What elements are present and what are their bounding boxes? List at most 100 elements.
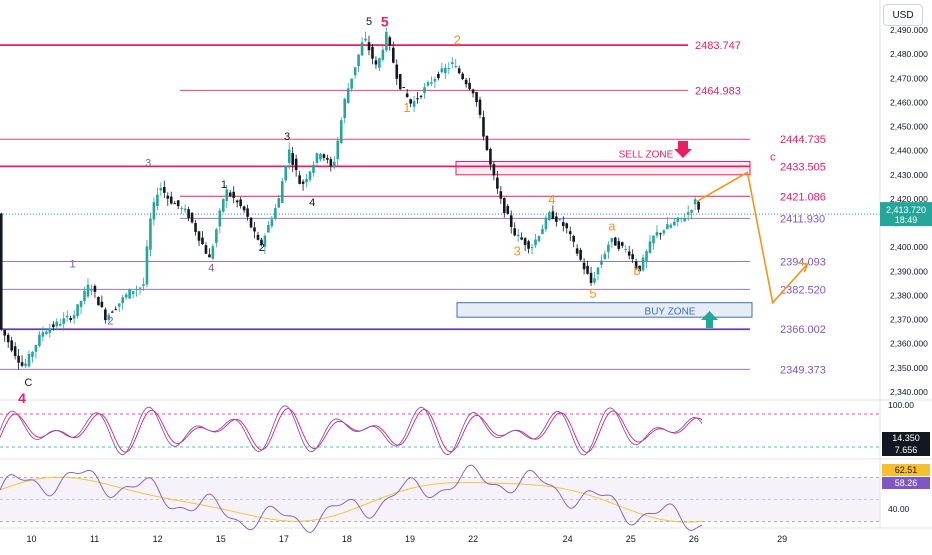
current-price-value: 2,413.720 [886,205,926,215]
time-tick-label: 24 [563,534,573,544]
candle-body [211,246,215,259]
candle-body [527,241,530,249]
candle-body [676,217,680,222]
candle-body [440,68,444,73]
wave-label: b [633,263,640,278]
candle-body [315,153,319,163]
candle-body [228,192,232,196]
candle-body [672,221,676,226]
candle-body [235,200,239,203]
candle-body [187,209,190,219]
candle-body [693,199,697,205]
candle-body [579,249,582,260]
rsi-axis-label: 40.00 [888,504,910,514]
candle-body [319,153,322,160]
candle-body [582,262,586,270]
candle-body [395,64,399,79]
candle-body [617,241,621,249]
candle-body [454,66,458,68]
time-tick-label: 11 [90,534,99,544]
candle-body [589,272,593,284]
candle-body [263,235,267,247]
stochastic-pane[interactable]: 100.00 14.350 7.656 [0,400,930,456]
candle-body [457,68,461,74]
candle-body [468,82,471,90]
price-tick-label: 2,470.000 [890,73,928,83]
candle-body [339,120,343,143]
stoch-value-tag [882,444,930,456]
currency-badge[interactable]: USD [883,4,923,26]
candle-body [159,187,163,191]
candle-body [503,197,506,214]
price-tick-label: 2,430.000 [890,170,928,180]
candle-body [65,315,69,318]
candle-body [83,291,86,301]
candle-body [204,245,208,254]
candle-body [267,225,270,233]
candle-body [301,181,305,184]
rsi-value: 58.26 [895,478,918,488]
price-tick-label: 2,440.000 [890,146,928,156]
candle-body [249,217,253,228]
candle-body [3,329,7,336]
candle-body [357,54,360,67]
candle-body [513,228,517,236]
candle-body [107,314,111,321]
candle-body [284,165,288,181]
time-axis[interactable]: 10 11 12 15 17 18 19 22 24 25 26 29 [27,534,788,544]
wave-label: 5 [589,286,596,301]
wave-label: 3 [514,244,521,259]
wave-label: a [608,218,616,233]
price-pane[interactable]: 2483.747 2464.983 2444.735 2433.505 2421.086… [0,13,932,529]
time-tick-label: 18 [342,534,352,544]
rsi-pane[interactable]: 62.51 58.26 40.00 [0,464,930,533]
candle-body [378,58,381,68]
price-tick-label: 2,380.000 [890,290,928,300]
candle-body [475,92,478,103]
rsi-line [0,464,703,533]
level-label: 2394.093 [780,256,826,268]
candle-body [391,47,395,63]
candle-body [79,301,83,307]
time-tick-label: 10 [27,534,37,544]
candle-body [163,187,166,193]
candle-body [350,78,353,89]
time-tick-label: 26 [689,534,699,544]
candle-body [242,206,246,211]
wave-label: 5 [381,13,389,29]
level-label: 2421.086 [780,191,826,203]
candle-body [291,153,294,165]
price-axis[interactable]: 2,490.000 2,480.000 2,470.000 2,460.000 2,45… [879,0,932,528]
candle-body [201,237,204,245]
candle-body [530,247,534,249]
candle-body [180,207,183,209]
candle-body [312,164,315,173]
candle-body [176,200,180,207]
candle-body [104,309,107,321]
price-tick-label: 2,370.000 [890,315,928,325]
candle-body [90,289,93,291]
candle-body [485,135,489,151]
candle-body [34,345,38,352]
time-tick-label: 19 [405,534,415,544]
candle-body [499,191,503,199]
candle-body [208,254,211,258]
wave-label: 1 [221,179,227,191]
candle-body [31,351,34,357]
candle-body [523,238,527,245]
stoch-k-line [0,405,703,456]
candle-body [423,87,426,94]
candle-body [138,287,142,289]
stoch-value-1: 14.350 [892,433,920,443]
candle-body [149,218,152,250]
candle-body [294,158,298,171]
candle-body [645,251,648,262]
candle-body [55,321,59,327]
candle-body [270,219,274,227]
candle-body [117,303,121,307]
level-label: 2411.930 [780,213,825,225]
candle-body [697,201,700,210]
candle-body [329,159,333,167]
